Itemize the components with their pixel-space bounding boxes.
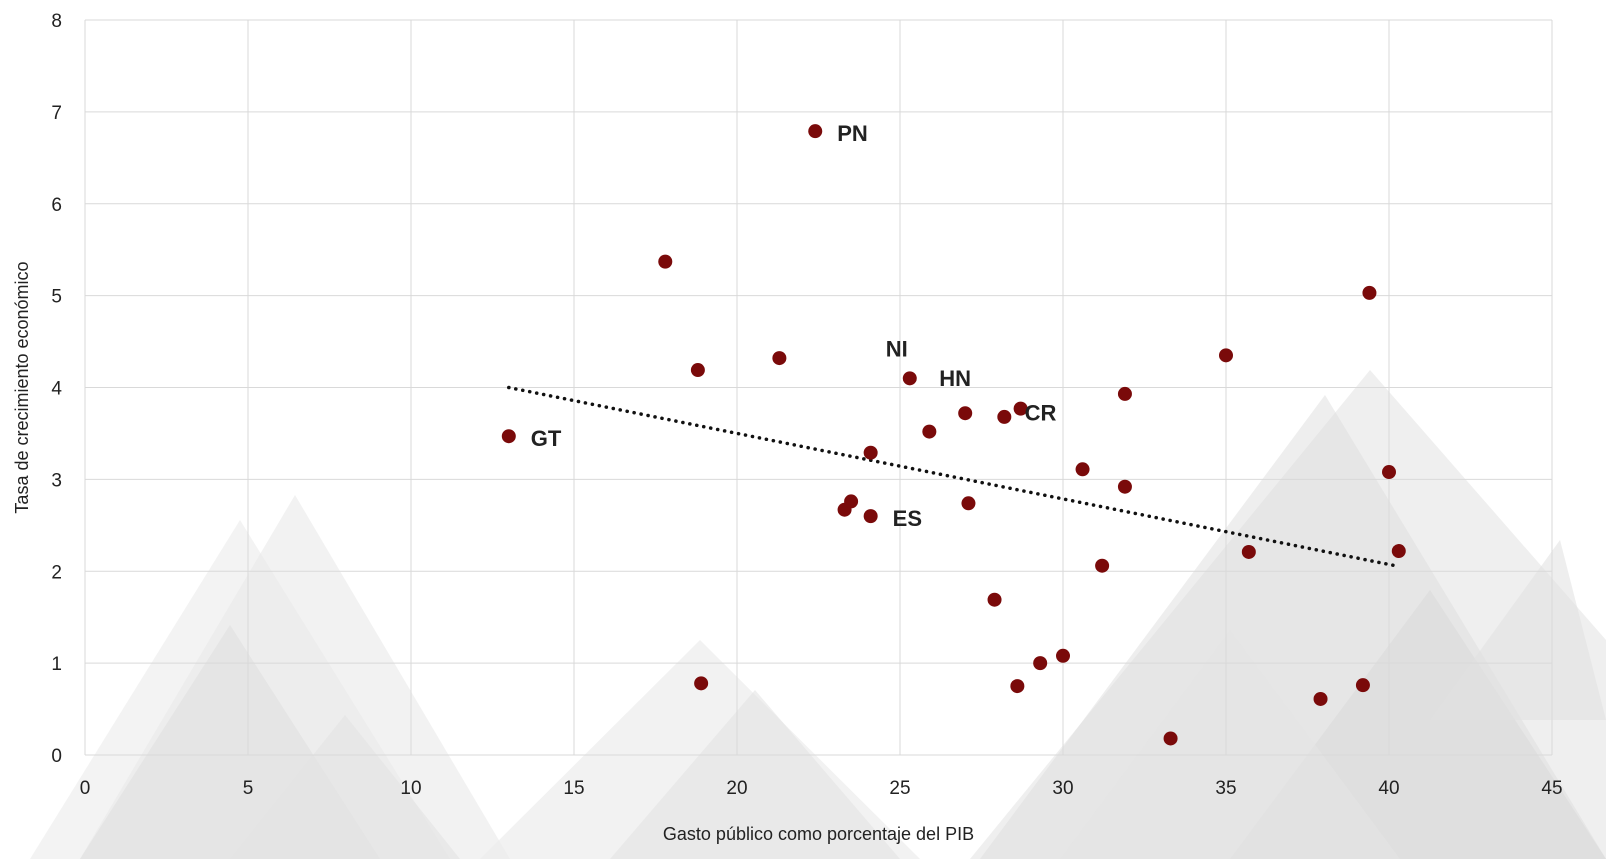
x-tick-label: 45 <box>1541 778 1562 799</box>
trendline-layer <box>507 385 1398 568</box>
y-tick-label: 7 <box>51 103 62 124</box>
x-tick-label: 15 <box>563 778 584 799</box>
data-point <box>922 424 937 439</box>
y-tick-label: 3 <box>51 470 62 491</box>
y-tick-label: 6 <box>51 195 62 216</box>
data-point <box>501 429 516 444</box>
data-point <box>1362 285 1377 300</box>
y-tick-label: 8 <box>51 11 62 32</box>
x-tick-label: 40 <box>1378 778 1399 799</box>
data-point <box>863 445 878 460</box>
y-tick-label: 5 <box>51 287 62 308</box>
point-label: GT <box>531 426 562 451</box>
data-point <box>658 254 673 269</box>
data-point <box>1391 544 1406 559</box>
data-point <box>1010 679 1025 694</box>
x-tick-label: 30 <box>1052 778 1073 799</box>
data-point <box>1382 465 1396 480</box>
x-tick-label: 25 <box>889 778 910 799</box>
point-label: PN <box>837 121 868 146</box>
data-point <box>987 592 1002 607</box>
y-tick-label: 1 <box>51 654 62 675</box>
point-label: NI <box>886 336 908 361</box>
data-point <box>1056 648 1070 663</box>
x-tick-label: 0 <box>80 778 91 799</box>
x-tick-label: 5 <box>243 778 254 799</box>
data-point <box>1117 479 1132 494</box>
trendline <box>507 385 1398 568</box>
data-point <box>902 371 917 386</box>
point-labels: GT PN ES NI HN CR <box>531 121 1057 531</box>
data-point <box>1163 731 1178 746</box>
point-label: CR <box>1025 401 1057 426</box>
data-points <box>501 124 1406 746</box>
x-axis-title: Gasto público como porcentaje del PIB <box>663 824 974 844</box>
y-tick-label: 4 <box>51 379 62 400</box>
grid-lines <box>84 19 1553 756</box>
data-point <box>863 509 878 524</box>
x-tick-label: 10 <box>400 778 421 799</box>
data-point <box>961 496 976 511</box>
data-point <box>997 409 1012 424</box>
data-point <box>1355 678 1370 693</box>
x-tick-label: 35 <box>1215 778 1236 799</box>
y-axis-title: Tasa de crecimiento económico <box>12 261 32 513</box>
data-point <box>1219 348 1233 363</box>
data-point <box>958 406 973 421</box>
data-point <box>1033 656 1048 671</box>
data-point <box>690 363 705 378</box>
data-point <box>1117 386 1132 401</box>
data-point <box>772 351 787 366</box>
data-point <box>1241 544 1256 559</box>
data-point <box>1313 691 1328 706</box>
data-point <box>1075 462 1090 477</box>
data-point <box>808 124 823 139</box>
x-tick-label: 20 <box>726 778 747 799</box>
y-tick-label: 0 <box>51 746 62 767</box>
data-point <box>694 676 709 691</box>
point-label: HN <box>939 366 971 391</box>
point-label: ES <box>893 506 922 531</box>
y-tick-label: 2 <box>51 562 62 583</box>
data-point <box>1095 558 1110 573</box>
data-point <box>844 494 859 509</box>
data-point <box>1013 401 1028 416</box>
